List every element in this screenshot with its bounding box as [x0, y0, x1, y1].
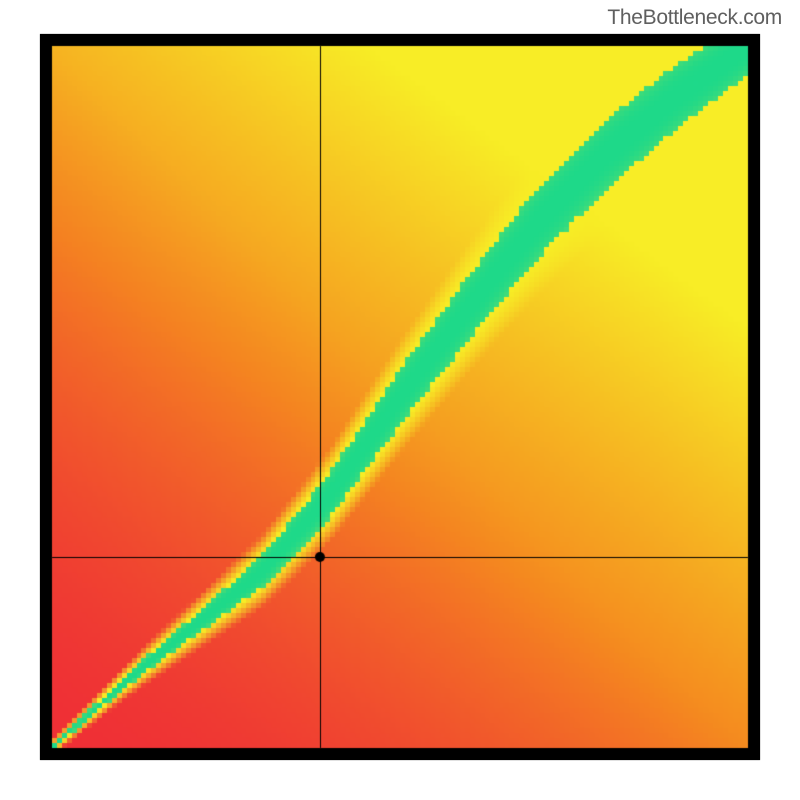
crosshair-overlay	[0, 0, 800, 800]
